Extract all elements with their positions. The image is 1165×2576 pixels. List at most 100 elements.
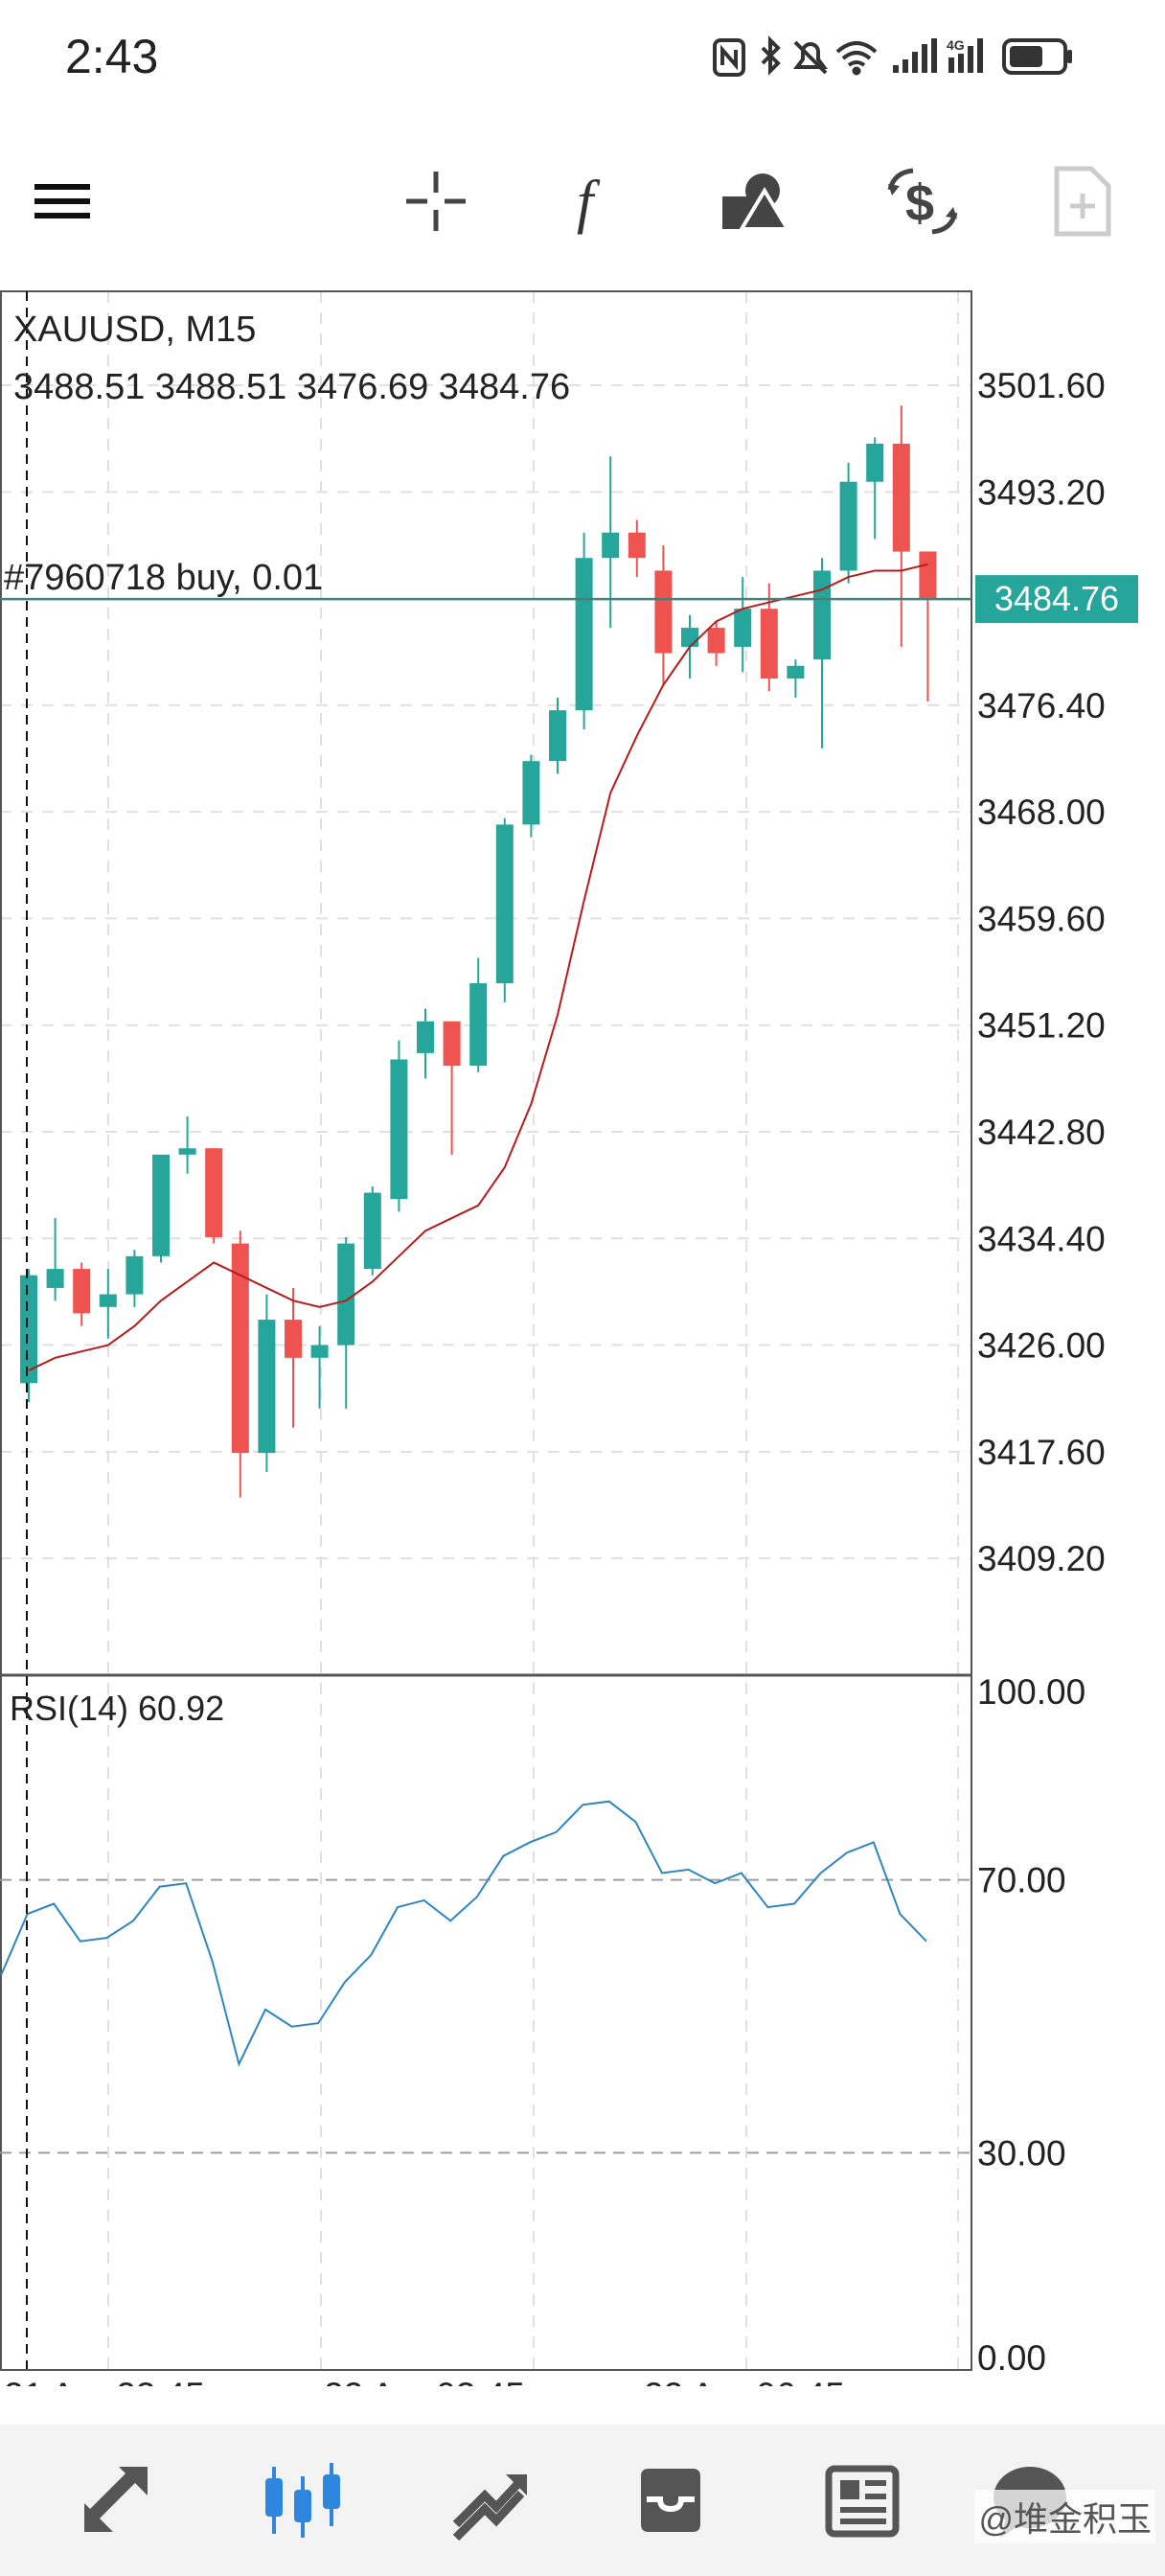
- time-axis: 21 Apr 23:45 22 Apr 03:45 22 Apr 06:45: [4, 2376, 845, 2386]
- candle-body: [813, 570, 831, 660]
- price-tick-label: 3476.40: [977, 686, 1106, 725]
- candle-body: [178, 1148, 196, 1155]
- candle-body: [310, 1345, 329, 1358]
- price-tick-label: 3493.20: [977, 472, 1106, 512]
- objects-button[interactable]: [704, 144, 810, 259]
- order-label[interactable]: #7960718 buy, 0.01: [4, 558, 323, 598]
- nav-trade[interactable]: [418, 2425, 561, 2576]
- candle-body: [628, 532, 646, 559]
- status-time: 2:43: [65, 30, 159, 83]
- crosshair-icon: [406, 172, 466, 231]
- status-icons: 4G: [713, 35, 1072, 77]
- candle-body: [231, 1243, 249, 1454]
- nav-news[interactable]: [790, 2425, 934, 2576]
- candle-body: [654, 570, 673, 654]
- candle-body: [443, 1021, 461, 1067]
- candle-body: [787, 665, 805, 679]
- candle-body: [152, 1154, 170, 1256]
- nav-chart[interactable]: [230, 2425, 374, 2576]
- indicators-icon: f: [577, 170, 601, 235]
- bottom-navigation: [0, 2425, 1165, 2576]
- price-tick-label: 3451.20: [977, 1006, 1106, 1046]
- bluetooth-icon: [761, 35, 781, 76]
- candle-body: [258, 1320, 276, 1454]
- watermark: @堆金积玉: [974, 2490, 1155, 2543]
- candle-body: [363, 1192, 381, 1270]
- candle-body: [602, 532, 620, 559]
- wifi-icon: [835, 41, 878, 76]
- ohlc-label: 3488.51 3488.51 3476.69 3484.76: [13, 367, 570, 407]
- candle-body: [20, 1275, 37, 1384]
- candle-body: [522, 761, 540, 825]
- indicators-button[interactable]: f: [544, 144, 650, 259]
- time-tick-label: 22 Apr 06:45: [644, 2376, 845, 2386]
- rsi-levels: [0, 1878, 971, 2154]
- candle-body: [575, 558, 593, 711]
- new-order-button[interactable]: [1030, 144, 1135, 259]
- svg-text:4G: 4G: [947, 37, 965, 53]
- candle-body: [417, 1021, 434, 1053]
- rsi-label: RSI(14) 60.92: [10, 1689, 224, 1728]
- trade-button[interactable]: $: [870, 144, 975, 259]
- price-tick-label: 3417.60: [977, 1433, 1106, 1472]
- price-tick-label: 3409.20: [977, 1539, 1106, 1578]
- current-price-label: 3484.76: [994, 579, 1119, 618]
- candle-body: [549, 710, 566, 762]
- battery-icon: [1002, 38, 1072, 75]
- candle-body: [469, 983, 488, 1067]
- current-price-badge: 3484.76: [975, 575, 1138, 624]
- nav-quotes[interactable]: [46, 2425, 190, 2576]
- menu-button[interactable]: [10, 144, 115, 259]
- candle-body: [734, 609, 752, 647]
- time-tick-label: 21 Apr 23:45: [4, 2376, 205, 2386]
- rsi-tick-label: 0.00: [977, 2338, 1046, 2378]
- rsi-tick-label: 30.00: [977, 2133, 1066, 2173]
- price-tick-label: 3426.00: [977, 1326, 1106, 1366]
- rsi-tick-label: 70.00: [977, 1861, 1066, 1900]
- candles: [20, 405, 937, 1498]
- price-tick-label: 3459.60: [977, 899, 1106, 938]
- svg-text:$: $: [905, 174, 934, 232]
- mute-icon: [793, 40, 828, 75]
- candle-body: [73, 1269, 91, 1314]
- candle-body: [919, 551, 937, 600]
- candle-body: [337, 1243, 355, 1346]
- trade-nav-icon: [452, 2474, 527, 2542]
- price-chart[interactable]: 3501.60 3493.20 3476.40 3468.00 3459.60 3451.…: [0, 288, 1165, 2386]
- time-tick-label: 22 Apr 03:45: [324, 2376, 525, 2386]
- rsi-line: [0, 1800, 927, 2067]
- candle-body: [495, 824, 514, 983]
- nfc-icon: [713, 38, 745, 77]
- chart-area[interactable]: 3501.60 3493.20 3476.40 3468.00 3459.60 3451.…: [0, 288, 1165, 2386]
- trade-icon: $: [887, 168, 958, 235]
- crosshair-button[interactable]: [383, 144, 489, 259]
- candle-body: [707, 628, 725, 654]
- price-tick-label: 3434.40: [977, 1219, 1106, 1258]
- candle-body: [839, 481, 857, 571]
- menu-icon: [34, 184, 90, 218]
- signal-4g-icon: 4G: [947, 37, 983, 73]
- signal-icon: [893, 38, 937, 73]
- candle-body: [285, 1320, 302, 1358]
- svg-text:f: f: [577, 170, 601, 235]
- history-icon: [641, 2469, 700, 2532]
- price-tick-label: 3468.00: [977, 793, 1106, 832]
- price-tick-label: 3442.80: [977, 1113, 1106, 1152]
- candle-body: [760, 609, 778, 679]
- candle-body: [205, 1148, 223, 1237]
- chart-icon: [265, 2463, 340, 2538]
- candle-body: [892, 443, 910, 552]
- candle-body: [866, 443, 884, 482]
- nav-history[interactable]: [599, 2425, 742, 2576]
- status-bar: 2:43 4G: [0, 0, 1165, 115]
- quotes-icon: [84, 2467, 148, 2532]
- candle-body: [46, 1269, 64, 1288]
- symbol-label: XAUUSD, M15: [13, 310, 256, 350]
- rsi-axis: 100.00 70.00 30.00 0.00: [977, 1672, 1085, 2378]
- objects-icon: [722, 173, 791, 231]
- price-axis: 3501.60 3493.20 3476.40 3468.00 3459.60 3451.…: [977, 366, 1106, 1578]
- rsi-panel-frame: [0, 1674, 972, 2371]
- chart-toolbar: f $: [0, 144, 1165, 259]
- candle-body: [681, 628, 698, 647]
- new-order-icon: [1054, 166, 1111, 237]
